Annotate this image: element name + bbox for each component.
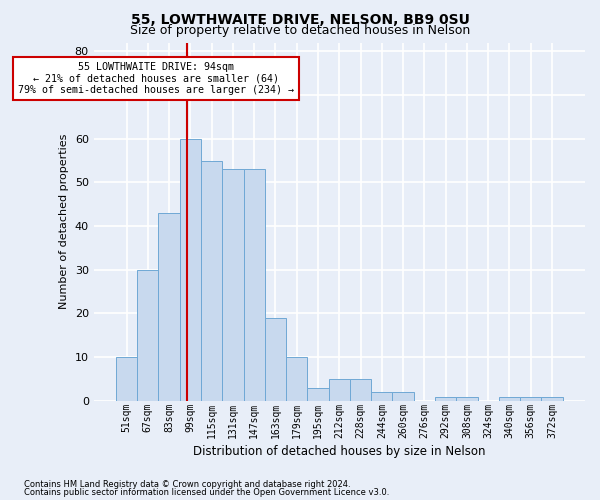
Bar — [286, 357, 307, 401]
Bar — [541, 396, 563, 401]
Text: 55 LOWTHWAITE DRIVE: 94sqm
← 21% of detached houses are smaller (64)
79% of semi: 55 LOWTHWAITE DRIVE: 94sqm ← 21% of deta… — [19, 62, 295, 96]
Text: Contains HM Land Registry data © Crown copyright and database right 2024.: Contains HM Land Registry data © Crown c… — [24, 480, 350, 489]
X-axis label: Distribution of detached houses by size in Nelson: Distribution of detached houses by size … — [193, 444, 485, 458]
Bar — [180, 138, 201, 401]
Text: Size of property relative to detached houses in Nelson: Size of property relative to detached ho… — [130, 24, 470, 37]
Bar — [329, 379, 350, 401]
Text: 55, LOWTHWAITE DRIVE, NELSON, BB9 0SU: 55, LOWTHWAITE DRIVE, NELSON, BB9 0SU — [131, 12, 469, 26]
Bar — [265, 318, 286, 401]
Bar — [350, 379, 371, 401]
Bar — [201, 160, 223, 401]
Bar — [244, 170, 265, 401]
Bar — [307, 388, 329, 401]
Bar — [371, 392, 392, 401]
Bar — [499, 396, 520, 401]
Bar — [137, 270, 158, 401]
Bar — [116, 357, 137, 401]
Bar — [457, 396, 478, 401]
Text: Contains public sector information licensed under the Open Government Licence v3: Contains public sector information licen… — [24, 488, 389, 497]
Y-axis label: Number of detached properties: Number of detached properties — [59, 134, 69, 310]
Bar — [158, 213, 180, 401]
Bar — [392, 392, 414, 401]
Bar — [223, 170, 244, 401]
Bar — [520, 396, 541, 401]
Bar — [435, 396, 457, 401]
